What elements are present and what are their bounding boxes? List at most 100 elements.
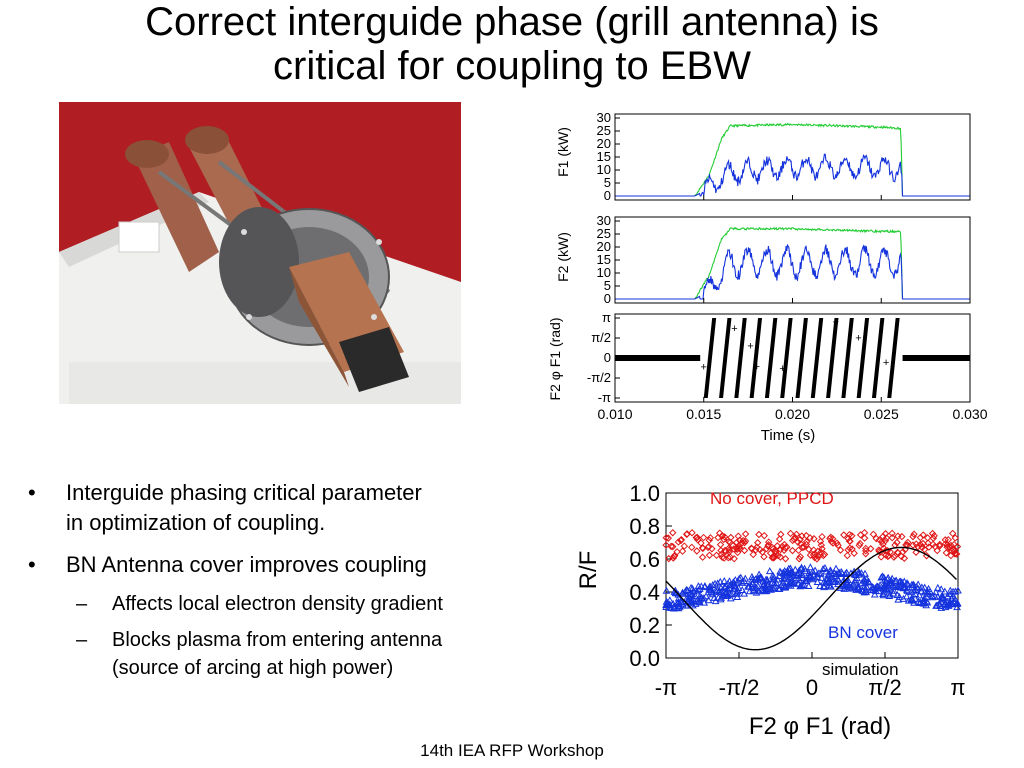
red-diamond-point	[693, 533, 701, 542]
blue-triangle-point	[850, 567, 858, 575]
red-diamond-point	[796, 553, 805, 561]
blue-triangle-point	[946, 590, 955, 598]
phase-ylabel: F2 φ F1 (rad)	[547, 318, 563, 401]
red-diamond-point	[810, 535, 818, 543]
blue-triangle-point	[902, 592, 911, 600]
red-diamond-point	[872, 534, 880, 543]
blue-triangle-point	[848, 581, 857, 589]
blue-triangle-point	[780, 575, 789, 583]
red-diamond-point	[869, 530, 878, 539]
blue-triangle-point	[769, 572, 778, 580]
red-diamond-point	[846, 537, 854, 545]
blue-triangle-point	[919, 597, 928, 605]
y-tick-label: 0	[604, 188, 611, 203]
red-diamond-point	[840, 531, 848, 539]
blue-triangle-point	[786, 579, 795, 587]
phase-stripe	[795, 318, 808, 398]
phase-marker: +	[731, 323, 737, 335]
blue-triangle-point	[752, 588, 761, 596]
red-diamond-point	[806, 551, 815, 559]
phase-stripe	[871, 318, 885, 398]
rf-y-tick-label: 0.6	[629, 547, 660, 572]
red-diamond-point	[846, 544, 854, 552]
red-diamond-point	[816, 537, 825, 546]
blue-triangle-point	[765, 567, 774, 575]
blue-triangle-point	[870, 590, 879, 598]
red-diamond-point	[836, 546, 845, 554]
blue-triangle-point	[687, 583, 695, 591]
rf-xlabel: F2 φ F1 (rad)	[749, 713, 891, 740]
blue-triangle-point	[915, 591, 924, 599]
blue-triangle-point	[740, 589, 749, 597]
red-diamond-point	[820, 550, 829, 559]
blue-triangle-point	[716, 595, 725, 603]
red-diamond-point	[898, 532, 906, 541]
red-diamond-point	[900, 554, 909, 562]
x-tick-label: 0.020	[775, 406, 810, 422]
blue-triangle-point	[867, 586, 875, 594]
blue-triangle-point	[825, 569, 833, 577]
red-diamond-point	[678, 547, 687, 555]
red-diamond-point	[850, 549, 858, 557]
blue-triangle-point	[708, 580, 717, 589]
blue-triangle-point	[662, 586, 671, 594]
red-diamond-point	[941, 536, 949, 544]
y-tick-label: 30	[597, 110, 611, 125]
blue-triangle-point	[738, 578, 747, 586]
blue-triangle-point	[713, 586, 722, 594]
blue-triangle-point	[935, 599, 944, 607]
y-tick-label: 10	[597, 162, 611, 177]
blue-triangle-point	[948, 600, 957, 608]
blue-triangle-point	[817, 573, 826, 581]
f2-ylabel: F2 (kW)	[555, 232, 571, 282]
slide-title: Correct interguide phase (grill antenna)…	[0, 0, 1024, 88]
red-diamond-point	[862, 550, 870, 558]
blue-triangle-point	[793, 570, 802, 578]
red-diamond-point	[749, 550, 757, 559]
rf-y-tick-label: 0.0	[629, 646, 660, 671]
blue-triangle-point	[776, 567, 784, 575]
red-diamond-point	[885, 552, 893, 560]
rf-x-tick-label: -π/2	[719, 675, 760, 700]
red-diamond-point	[670, 552, 678, 561]
phase-marker: +	[754, 361, 760, 373]
blue-triangle-point	[786, 581, 795, 589]
red-diamond-point	[866, 545, 875, 553]
blue-triangle-point	[688, 594, 697, 602]
blue-triangle-point	[767, 585, 776, 593]
red-diamond-point	[912, 540, 920, 548]
red-diamond-point	[665, 554, 673, 563]
red-diamond-point	[726, 538, 734, 547]
rf-ylabel-group: R/F	[575, 551, 602, 590]
blue-triangle-point	[886, 578, 895, 586]
red-diamond-point	[925, 543, 933, 551]
red-diamond-point	[773, 542, 782, 550]
blue-triangle-point	[908, 596, 917, 604]
red-diamond-point	[774, 551, 782, 560]
red-diamond-point	[720, 533, 729, 541]
blue-triangle-point	[694, 586, 703, 594]
red-diamond-point	[769, 553, 778, 561]
blue-triangle-point	[903, 579, 912, 587]
y-axis-label-phase: F2 φ F1 (rad)	[547, 318, 563, 401]
x-tick-label: 0.025	[864, 406, 899, 422]
blue-triangle-point	[908, 580, 916, 588]
red-diamond-point	[786, 529, 795, 538]
red-diamond-point	[951, 550, 960, 558]
blue-triangle-point	[751, 575, 760, 583]
blue-triangle-point	[790, 578, 798, 586]
phase-flat-band	[902, 355, 970, 361]
red-diamond-point	[901, 545, 909, 554]
red-diamond-point	[718, 532, 726, 540]
red-diamond-point	[747, 545, 756, 553]
red-diamond-point	[878, 537, 886, 546]
blue-triangle-point	[868, 582, 877, 591]
blue-triangle-point	[757, 573, 766, 581]
blue-triangle-point	[904, 596, 913, 604]
blue-trace	[615, 243, 970, 300]
simulation-curve	[665, 546, 957, 651]
red-diamond-point	[726, 553, 735, 561]
red-diamond-point	[755, 530, 763, 539]
blue-triangle-point	[708, 590, 717, 598]
